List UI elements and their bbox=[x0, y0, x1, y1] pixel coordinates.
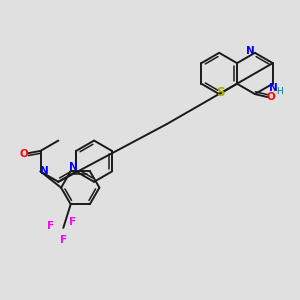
Text: O: O bbox=[19, 149, 28, 159]
Text: O: O bbox=[266, 92, 275, 102]
Text: S: S bbox=[216, 86, 225, 100]
Text: F: F bbox=[69, 217, 76, 227]
Text: N: N bbox=[246, 46, 255, 56]
Text: F: F bbox=[60, 235, 67, 245]
Text: F: F bbox=[47, 221, 55, 231]
Text: N: N bbox=[40, 166, 49, 176]
Text: N: N bbox=[69, 162, 78, 172]
Text: H: H bbox=[276, 88, 283, 97]
Text: N: N bbox=[269, 83, 278, 94]
